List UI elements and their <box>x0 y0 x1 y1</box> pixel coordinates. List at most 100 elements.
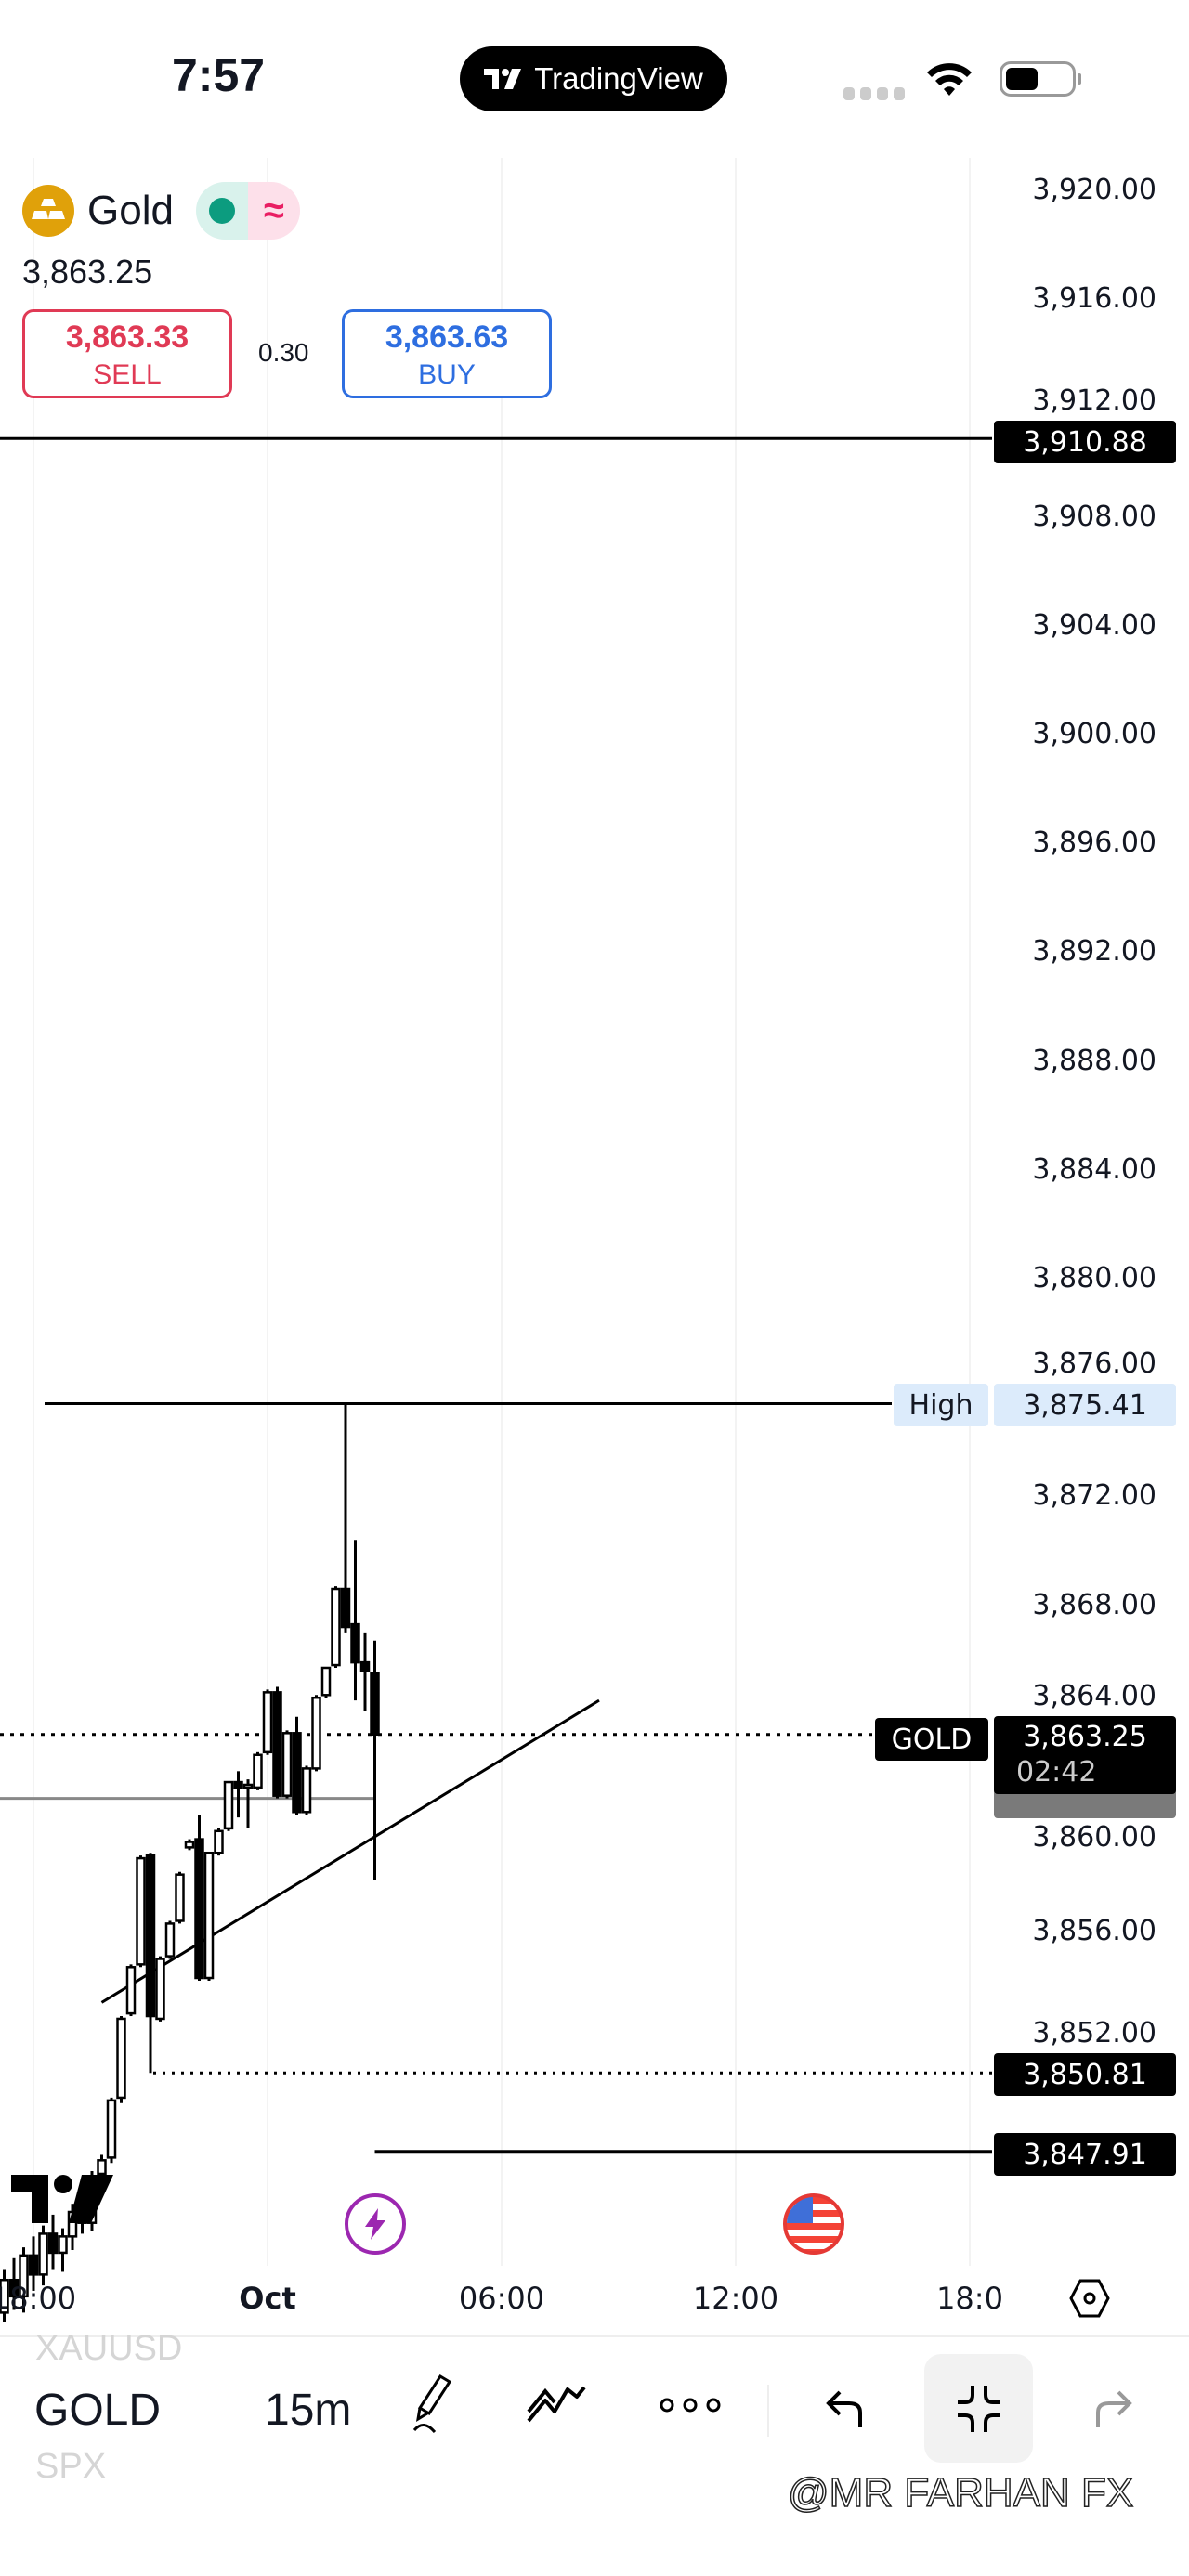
candle-up <box>97 2159 107 2176</box>
price-axis-label: 3,904.00 <box>1032 608 1156 642</box>
target-price-label: 3,910.88 <box>994 421 1176 463</box>
app-name: TradingView <box>534 61 703 96</box>
low-dotted-price-label: 3,850.81 <box>994 2053 1176 2096</box>
more-options-icon[interactable] <box>658 2394 723 2416</box>
candle-up <box>136 1856 146 1966</box>
candle-down <box>359 1660 371 1672</box>
sell-button[interactable]: 3,863.33 SELL <box>22 309 232 398</box>
candle-down <box>233 1780 243 1789</box>
high-tag: High <box>894 1384 988 1426</box>
price-axis-label: 3,860.00 <box>1032 1821 1156 1854</box>
candle-up <box>253 1753 263 1789</box>
price-axis-label: 3,884.00 <box>1032 1152 1156 1186</box>
us-economic-event-flag-icon[interactable] <box>783 2193 844 2255</box>
price-axis-label: 3,852.00 <box>1032 2017 1156 2049</box>
time-axis-label: 18:00 <box>0 2281 77 2316</box>
candle-up <box>19 2254 29 2298</box>
drawing-pencil-icon[interactable] <box>409 2373 455 2438</box>
current-price-label: 3,863.25 02:42 <box>994 1716 1176 1794</box>
candle-up <box>311 1696 321 1770</box>
price-axis-label: 3,892.00 <box>1032 935 1156 969</box>
chart-settings-icon[interactable] <box>1068 2277 1111 2320</box>
current-price: 3,863.25 <box>1023 1721 1147 1753</box>
price-axis-label: 3,896.00 <box>1032 826 1156 860</box>
candle-down <box>272 1691 282 1797</box>
previous-symbol[interactable]: XAUUSD <box>35 2329 183 2368</box>
sell-price: 3,863.33 <box>65 319 189 355</box>
price-axis-label: 3,908.00 <box>1032 500 1156 533</box>
time-axis-label: 18:0 <box>936 2281 1003 2316</box>
next-symbol[interactable]: SPX <box>35 2447 107 2486</box>
candle-down <box>145 1854 156 2018</box>
buy-price: 3,863.63 <box>385 319 509 355</box>
candle-up <box>175 1873 185 1922</box>
candle-down <box>340 1587 351 1629</box>
candle-up <box>281 1732 293 1797</box>
candle-up <box>223 1780 234 1830</box>
candle-down <box>28 2254 39 2276</box>
candle-up <box>301 1767 312 1814</box>
candle-up <box>320 1666 332 1697</box>
sell-label: SELL <box>93 359 162 390</box>
bar-countdown: 02:42 <box>1016 1756 1097 1789</box>
trendline <box>100 1698 600 2004</box>
symbol-button[interactable]: GOLD <box>34 2386 162 2435</box>
candle-up <box>164 1922 176 1958</box>
price-axis-label: 3,920.00 <box>1032 174 1156 206</box>
price-axis-label: 3,876.00 <box>1032 1347 1156 1380</box>
status-time: 7:57 <box>172 49 266 101</box>
tradingview-pill[interactable]: TradingView <box>460 46 727 111</box>
price-axis-label: 3,888.00 <box>1032 1044 1156 1077</box>
candle-up <box>116 2017 126 2100</box>
symbol-header[interactable]: Gold ≈ <box>22 182 300 240</box>
redo-icon[interactable] <box>1091 2385 1135 2431</box>
time-axis-label: 06:00 <box>458 2281 545 2316</box>
collapse-icon <box>957 2385 1000 2432</box>
candle-up <box>184 1841 195 1849</box>
spread: 0.30 <box>258 338 309 367</box>
market-status-pill[interactable]: ≈ <box>195 182 300 240</box>
high-price-label: 3,875.41 <box>994 1384 1176 1426</box>
candle-down <box>194 1838 204 1980</box>
candle-up <box>155 1958 165 2021</box>
indicators-icon[interactable] <box>525 2382 590 2428</box>
buy-label: BUY <box>418 359 476 390</box>
symbol-name: Gold <box>87 188 174 233</box>
events-lightning-icon[interactable] <box>345 2193 406 2255</box>
candle-up <box>262 1691 273 1754</box>
market-open-dot-icon <box>208 198 235 224</box>
candle-down <box>47 2232 59 2255</box>
price-axis-label: 3,868.00 <box>1032 1588 1156 1621</box>
candle-up <box>331 1587 341 1667</box>
buy-button[interactable]: 3,863.63 BUY <box>342 309 552 398</box>
tradingview-watermark-logo-icon <box>11 2175 113 2223</box>
signal-icon <box>843 87 905 100</box>
stop-price-label: 3,847.91 <box>994 2133 1176 2176</box>
wifi-icon <box>927 63 972 96</box>
price-axis-label: 3,912.00 <box>1032 384 1156 417</box>
symbol-tag: GOLD <box>875 1718 988 1761</box>
battery-icon <box>1000 61 1081 97</box>
watermark-text: @MR FARHAN FX <box>787 2469 1134 2517</box>
candle-up <box>203 1851 215 1980</box>
price-axis-label: 3,900.00 <box>1032 718 1156 750</box>
candle-up <box>125 1966 137 2015</box>
candle-down <box>8 2278 20 2298</box>
price-axis-label: 3,916.00 <box>1032 282 1156 316</box>
price-axis-label: 3,880.00 <box>1032 1262 1156 1295</box>
candle-up <box>58 2235 68 2255</box>
candle-down <box>370 1672 380 1737</box>
interval-button[interactable]: 15m <box>265 2386 352 2435</box>
time-axis-label: Oct <box>239 2281 296 2316</box>
candle-up <box>106 2099 117 2159</box>
price-chart[interactable] <box>0 0 1189 2322</box>
gold-bars-icon <box>22 185 74 237</box>
candle-up <box>214 1829 224 1854</box>
price-axis-label: 3,872.00 <box>1032 1479 1156 1513</box>
undo-icon[interactable] <box>823 2385 868 2431</box>
exit-fullscreen-button[interactable] <box>924 2354 1033 2463</box>
candle-up <box>0 2278 9 2314</box>
toolbar-divider <box>0 2335 1189 2337</box>
toolbar-separator <box>767 2385 769 2437</box>
price-axis-label: 3,864.00 <box>1032 1680 1156 1712</box>
